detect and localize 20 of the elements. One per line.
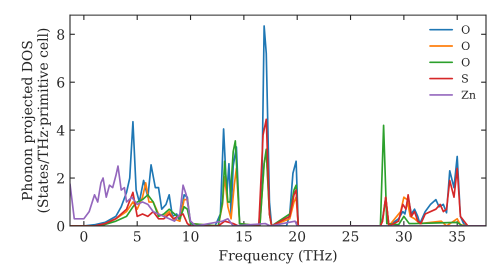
y-tick-label: 0 <box>57 220 64 232</box>
x-axis-title: Frequency (THz) <box>219 250 336 264</box>
y-tick-label: 2 <box>57 173 64 184</box>
x-tick-label: 10 <box>183 231 198 242</box>
y-tick-label: 8 <box>57 29 64 40</box>
legend-label: Zn <box>462 90 476 99</box>
x-tick-label: 20 <box>289 231 306 242</box>
x-tick-label: 25 <box>342 231 358 242</box>
y-tick-label: 4 <box>56 125 64 136</box>
y-axis-title: Phonon projected DOS (States/THz·primitive cell) <box>22 28 51 212</box>
x-tick-label: 30 <box>396 231 412 242</box>
legend-label: O <box>462 25 470 34</box>
legend-label: O <box>462 42 470 50</box>
y-tick-label: 6 <box>57 77 64 88</box>
x-tick-label: 15 <box>236 231 252 242</box>
x-tick-label: 5 <box>134 231 141 242</box>
legend-label: S <box>462 74 468 83</box>
x-tick-label: 35 <box>449 231 465 242</box>
x-tick-label: 0 <box>80 231 88 242</box>
legend-label: O <box>462 58 470 66</box>
